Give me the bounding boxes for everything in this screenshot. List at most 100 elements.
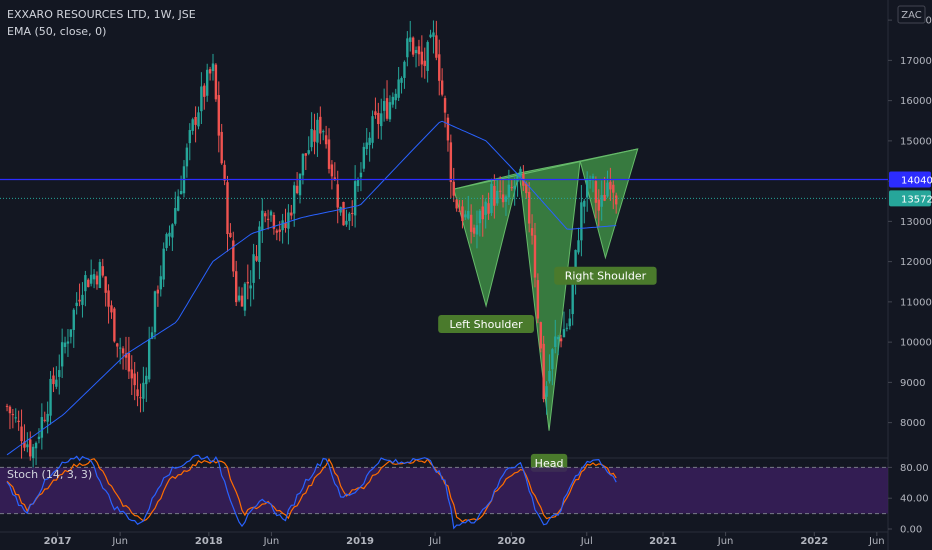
candle-body [72,309,75,330]
candle-body [429,34,432,38]
candle-body [43,419,46,421]
candle-body [316,119,319,143]
candle-body [310,129,313,148]
pattern-label-text: Head [535,457,564,470]
currency-label: ZAC [901,10,922,21]
candle-body [516,173,519,182]
candle-body [397,79,400,98]
candle-body [217,95,220,136]
pattern-labels: Left Shoulder Head Right Shoulder [438,266,657,472]
candle-body [98,262,102,289]
stoch-indicator-label[interactable]: Stoch (14, 3, 3) [7,468,92,481]
candle-body [220,131,223,164]
stoch-d-line [6,457,617,523]
candle-body [84,275,87,292]
ema-indicator-label[interactable]: EMA (50, close, 0) [7,25,106,38]
candle-body [449,142,453,182]
price-tick-label: 11000 [900,297,932,308]
candle-body [490,183,493,214]
candle-body [147,339,151,380]
chart-header: EXXARO RESOURCES LTD, 1W, JSE EMA (50, c… [7,8,196,481]
candle-body [585,178,589,198]
candle-body [127,352,131,372]
price-tick-label: 9000 [900,378,925,389]
candle-body [275,230,279,233]
candle-body [391,96,395,105]
pattern-label-box [554,266,657,285]
pattern-label-text: Left Shoulder [449,318,523,331]
candle-body [26,444,29,448]
stoch-band [0,467,888,514]
candle-body [281,220,284,231]
candle-body [571,284,574,315]
candle-body [104,276,107,293]
candle-body [324,135,328,145]
ema-line [6,120,617,456]
candle-body [562,329,566,338]
candle-body [121,348,125,354]
candle-body [52,375,55,385]
candle-body [556,336,560,340]
candle-body [159,276,162,290]
candle-body [406,38,409,58]
symbol-title: EXXARO RESOURCES LTD, 1W, JSE [7,8,196,21]
candle-body [295,185,299,194]
candle-body [179,191,183,195]
horizontal-lines[interactable] [0,178,888,199]
price-badge-box[interactable] [889,190,931,207]
pattern-label-text: Right Shoulder [565,270,647,283]
candle-body [446,117,450,141]
price-badge-box[interactable] [889,171,931,188]
candle-body [600,195,603,207]
candle-body [174,207,177,224]
candle-body [264,213,267,217]
time-tick-label: 2017 [44,536,72,547]
time-axis[interactable]: 2017 Jun 2018 Jun 2019 Jul 2020 Jul 2021 Jun 2022 J… [44,532,885,547]
candle-body [191,119,194,131]
candle-body [37,436,41,440]
candle-body [234,271,238,303]
candle-body [554,336,557,347]
currency-badge-box [897,5,926,24]
head-shape[interactable] [518,160,581,431]
time-tick-label: Jun [868,536,885,547]
candle-body [438,54,441,81]
candle-body [226,182,229,235]
candle-body [8,406,12,414]
candle-body [58,370,61,377]
candle-body [237,295,241,301]
candle-body [40,417,44,438]
candle-body [539,322,542,349]
candle-body [11,414,15,416]
candle-body [185,147,189,167]
candle-body [133,373,136,386]
candle-body [606,182,609,197]
candle-body [568,318,571,327]
time-tick-label: 2022 [800,536,828,547]
candle-body [243,283,247,311]
neckline[interactable] [453,148,638,190]
price-tick-label: 16000 [900,96,932,107]
candle-body [287,212,290,229]
candle-body [66,341,70,344]
candle-body [504,196,508,202]
candle-body [168,232,171,237]
candle-body [400,78,403,83]
candle-body [34,442,38,449]
time-tick-label: 2018 [195,536,223,547]
candle-body [49,378,52,416]
head-and-shoulders-pattern[interactable] [453,148,639,431]
candle-body [342,201,345,226]
candle-body [269,211,273,216]
candle-body [319,116,322,134]
price-badge-label: 14040 [901,176,932,187]
candle-body [330,164,334,177]
candle-body [542,343,545,400]
candle-body [484,201,487,215]
candle-body [565,327,569,329]
candle-body [197,112,200,127]
candle-body [165,234,168,248]
candle-body [293,185,296,214]
candle-body [414,50,418,54]
currency-badge[interactable]: ZAC [897,5,926,24]
